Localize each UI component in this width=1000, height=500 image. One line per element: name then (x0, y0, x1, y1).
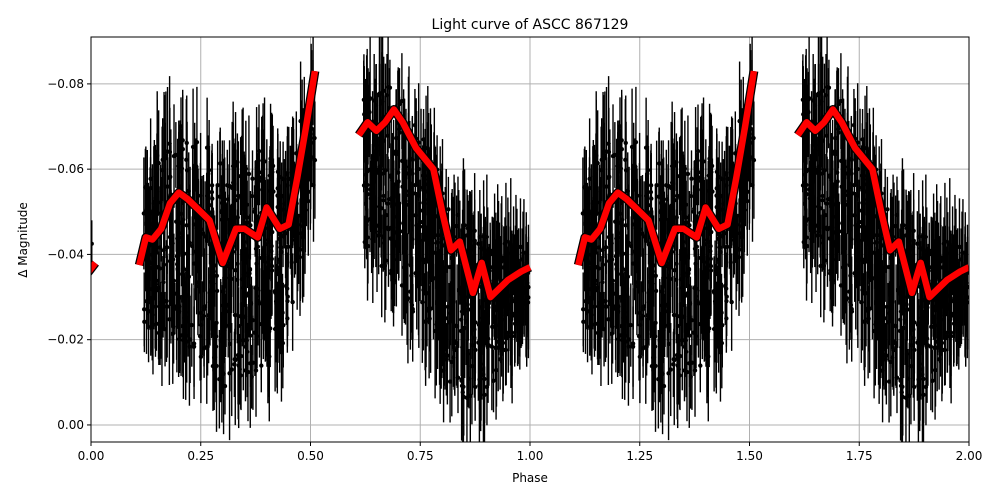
x-tick-label: 1.25 (626, 449, 653, 463)
y-tick-label: −0.08 (47, 77, 84, 91)
x-tick-label: 1.50 (736, 449, 763, 463)
x-tick-label: 0.25 (187, 449, 214, 463)
chart-title: Light curve of ASCC 867129 (432, 17, 629, 33)
x-axis-ticks: 0.00 0.25 0.50 0.75 1.00 1.25 1.50 1.75 2.00 (78, 442, 983, 463)
model-fit-line (795, 106, 969, 301)
model-fit-line (91, 260, 98, 274)
x-tick-label: 1.00 (517, 449, 544, 463)
x-tick-label: 1.75 (846, 449, 873, 463)
y-tick-label: −0.04 (47, 247, 84, 261)
model-fit-line (575, 70, 758, 267)
x-tick-label: 2.00 (956, 449, 983, 463)
y-tick-label: −0.06 (47, 162, 84, 176)
y-axis-label: Δ Magnitude (16, 202, 30, 278)
x-tick-label: 0.50 (297, 449, 324, 463)
model-fit-line (136, 70, 319, 267)
y-tick-label: 0.00 (57, 418, 84, 432)
x-tick-label: 0.00 (78, 449, 105, 463)
x-axis-label: Phase (512, 471, 548, 485)
x-tick-label: 0.75 (407, 449, 434, 463)
y-tick-label: −0.02 (47, 333, 84, 347)
model-fit-line (356, 106, 532, 301)
data-layer (91, 37, 969, 442)
y-axis-ticks: 0.00 −0.02 −0.04 −0.06 −0.08 (47, 77, 91, 432)
